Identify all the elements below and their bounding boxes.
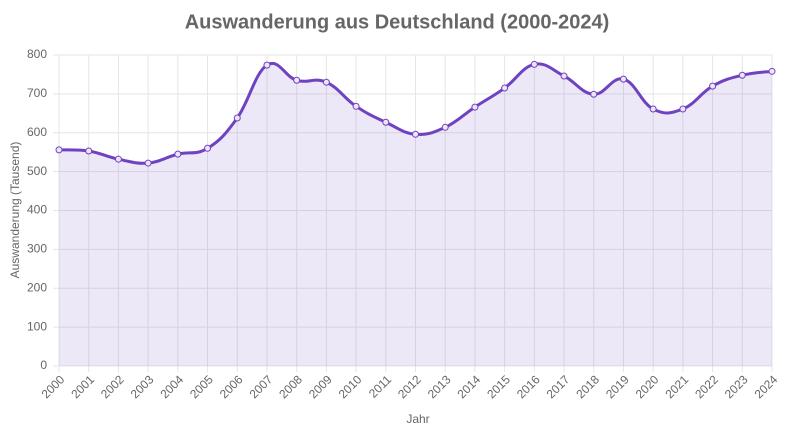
x-tick-label: 2001 (68, 372, 97, 401)
x-tick-label: 2017 (544, 372, 573, 401)
x-tick-label: 2002 (98, 372, 127, 401)
point (649, 105, 657, 113)
area (59, 63, 772, 366)
y-tick-label: 200 (27, 280, 47, 294)
x-tick-label: 2010 (336, 372, 365, 401)
point (85, 147, 93, 155)
point (738, 71, 746, 79)
y-tick-label: 300 (27, 242, 47, 256)
point (679, 105, 687, 113)
x-tick-label: 2004 (157, 372, 186, 401)
y-axis-title: Auswanderung (Tausend) (8, 142, 22, 279)
point (590, 90, 598, 98)
point (174, 150, 182, 158)
x-tick-label: 2012 (395, 372, 424, 401)
x-tick-label: 2009 (306, 372, 335, 401)
x-tick-label: 2000 (39, 372, 68, 401)
point (709, 82, 717, 90)
x-tick-label: 2008 (276, 372, 305, 401)
x-tick-label: 2015 (484, 372, 513, 401)
x-tick-label: 2003 (128, 372, 157, 401)
x-tick-label: 2014 (454, 372, 483, 401)
y-tick-label: 800 (27, 47, 47, 61)
x-tick-label: 2007 (247, 372, 276, 401)
point (233, 114, 241, 122)
chart-title: Auswanderung aus Deutschland (2000-2024) (185, 11, 610, 33)
x-tick-label: 2011 (366, 372, 394, 400)
x-tick-label: 2006 (217, 372, 246, 401)
x-tick-label: 2020 (633, 372, 662, 401)
point (501, 84, 509, 92)
x-axis-title: Jahr (406, 412, 429, 426)
x-tick-label: 2023 (722, 372, 751, 401)
x-tick-label: 2024 (752, 372, 781, 401)
x-tick-label: 2013 (425, 372, 454, 401)
x-tick-label: 2016 (514, 372, 543, 401)
point (322, 78, 330, 86)
point (382, 118, 390, 126)
point (441, 123, 449, 131)
y-tick-label: 400 (27, 203, 47, 217)
point (768, 67, 776, 75)
point (471, 103, 479, 111)
y-tick-label: 700 (27, 86, 47, 100)
point (560, 72, 568, 80)
y-tick-label: 0 (40, 358, 47, 372)
point (144, 159, 152, 167)
x-tick-label: 2022 (692, 372, 721, 401)
point (619, 75, 627, 83)
x-tick-label: 2005 (187, 372, 216, 401)
x-tick-label: 2018 (573, 372, 602, 401)
x-tick-label: 2021 (662, 372, 691, 401)
point (204, 144, 212, 152)
point (293, 76, 301, 84)
y-tick-label: 600 (27, 125, 47, 139)
point (352, 102, 360, 110)
y-tick-label: 100 (27, 319, 47, 333)
point (263, 61, 271, 69)
point (114, 155, 122, 163)
point (412, 130, 419, 138)
point (530, 60, 538, 68)
point (55, 146, 63, 154)
x-tick-label: 2019 (603, 372, 632, 401)
y-tick-label: 500 (27, 164, 47, 178)
